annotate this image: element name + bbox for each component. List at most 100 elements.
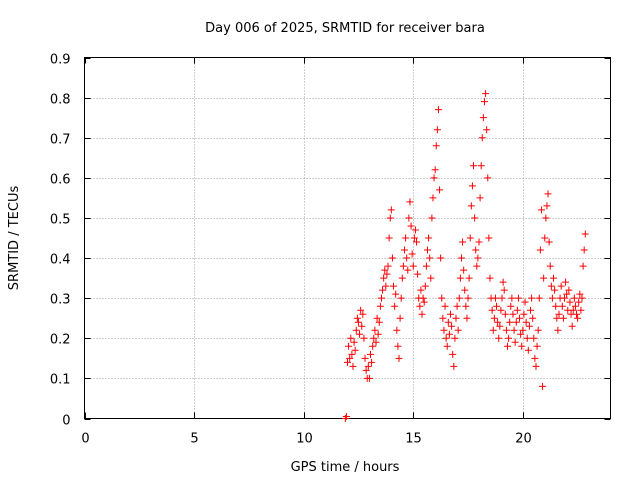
data-point xyxy=(480,98,488,106)
data-point xyxy=(369,342,377,350)
data-point xyxy=(489,326,497,334)
x-tick-label: 0 xyxy=(81,432,89,447)
data-point xyxy=(443,342,451,350)
data-point xyxy=(370,334,378,342)
data-point xyxy=(560,294,568,302)
data-point xyxy=(465,274,473,282)
x-tick-label: 15 xyxy=(405,432,422,447)
data-point xyxy=(375,318,383,326)
data-point xyxy=(529,314,537,322)
data-point xyxy=(425,234,433,242)
y-axis-label: SRMTID / TECUs xyxy=(7,186,22,291)
data-point xyxy=(557,282,565,290)
data-point xyxy=(421,282,429,290)
data-point xyxy=(534,326,542,334)
data-point xyxy=(518,342,526,350)
data-point xyxy=(527,306,535,314)
data-point xyxy=(521,298,529,306)
y-tick-label: 0.9 xyxy=(50,53,71,68)
data-point xyxy=(542,214,550,222)
data-point xyxy=(558,302,566,310)
data-point xyxy=(565,286,573,294)
data-point xyxy=(497,306,505,314)
data-point xyxy=(448,322,456,330)
data-point xyxy=(418,310,426,318)
data-point xyxy=(530,334,538,342)
data-point xyxy=(382,282,390,290)
data-point xyxy=(393,326,401,334)
data-point xyxy=(392,290,400,298)
data-point xyxy=(438,294,446,302)
data-point xyxy=(499,278,507,286)
data-point xyxy=(407,222,415,230)
data-point xyxy=(449,350,457,358)
data-point xyxy=(552,302,560,310)
data-point xyxy=(517,330,525,338)
data-point xyxy=(433,126,441,134)
data-point xyxy=(410,234,418,242)
data-point xyxy=(404,266,412,274)
data-point xyxy=(376,302,384,310)
data-point xyxy=(451,334,459,342)
data-point xyxy=(436,186,444,194)
data-point xyxy=(416,302,424,310)
data-point xyxy=(516,314,524,322)
data-point xyxy=(354,318,362,326)
data-point xyxy=(520,310,528,318)
data-point xyxy=(470,162,478,170)
data-point xyxy=(385,234,393,242)
data-point xyxy=(573,310,581,318)
data-point xyxy=(463,314,471,322)
data-point xyxy=(581,230,589,238)
chart-title: Day 006 of 2025, SRMTID for receiver bar… xyxy=(205,21,485,36)
data-point xyxy=(523,334,531,342)
data-point xyxy=(533,342,541,350)
data-point xyxy=(460,266,468,274)
data-point xyxy=(403,254,411,262)
data-point xyxy=(348,350,356,358)
data-point xyxy=(501,310,509,318)
data-point xyxy=(528,294,536,302)
data-point xyxy=(545,238,553,246)
data-point xyxy=(494,318,502,326)
data-point xyxy=(491,294,499,302)
data-point xyxy=(509,310,517,318)
data-point xyxy=(535,294,543,302)
data-point xyxy=(417,286,425,294)
data-point xyxy=(422,262,430,270)
data-point xyxy=(345,342,353,350)
data-point xyxy=(432,142,440,150)
data-point xyxy=(442,334,450,342)
data-point xyxy=(544,190,552,198)
data-point xyxy=(563,290,571,298)
x-axis-label: GPS time / hours xyxy=(291,460,400,475)
data-point xyxy=(374,330,382,338)
data-point xyxy=(426,254,434,262)
data-point xyxy=(377,294,385,302)
data-point xyxy=(559,314,567,322)
data-point xyxy=(450,362,458,370)
data-point xyxy=(571,302,579,310)
data-point xyxy=(577,306,585,314)
data-point xyxy=(459,238,467,246)
data-point xyxy=(391,302,399,310)
y-tick-label: 0 xyxy=(62,414,70,429)
data-point xyxy=(493,302,501,310)
data-point xyxy=(522,318,530,326)
data-point xyxy=(514,294,522,302)
data-point xyxy=(490,314,498,322)
data-point xyxy=(462,302,470,310)
data-point xyxy=(505,334,513,342)
x-tick-label: 20 xyxy=(515,432,532,447)
data-points xyxy=(341,90,589,422)
data-point xyxy=(445,330,453,338)
data-point xyxy=(468,182,476,190)
data-point xyxy=(568,322,576,330)
data-point xyxy=(482,90,490,98)
data-point xyxy=(569,306,577,314)
data-point xyxy=(507,302,515,310)
y-tick-label: 0.4 xyxy=(50,253,71,268)
data-point xyxy=(511,338,519,346)
data-point xyxy=(479,114,487,122)
data-point xyxy=(537,206,545,214)
